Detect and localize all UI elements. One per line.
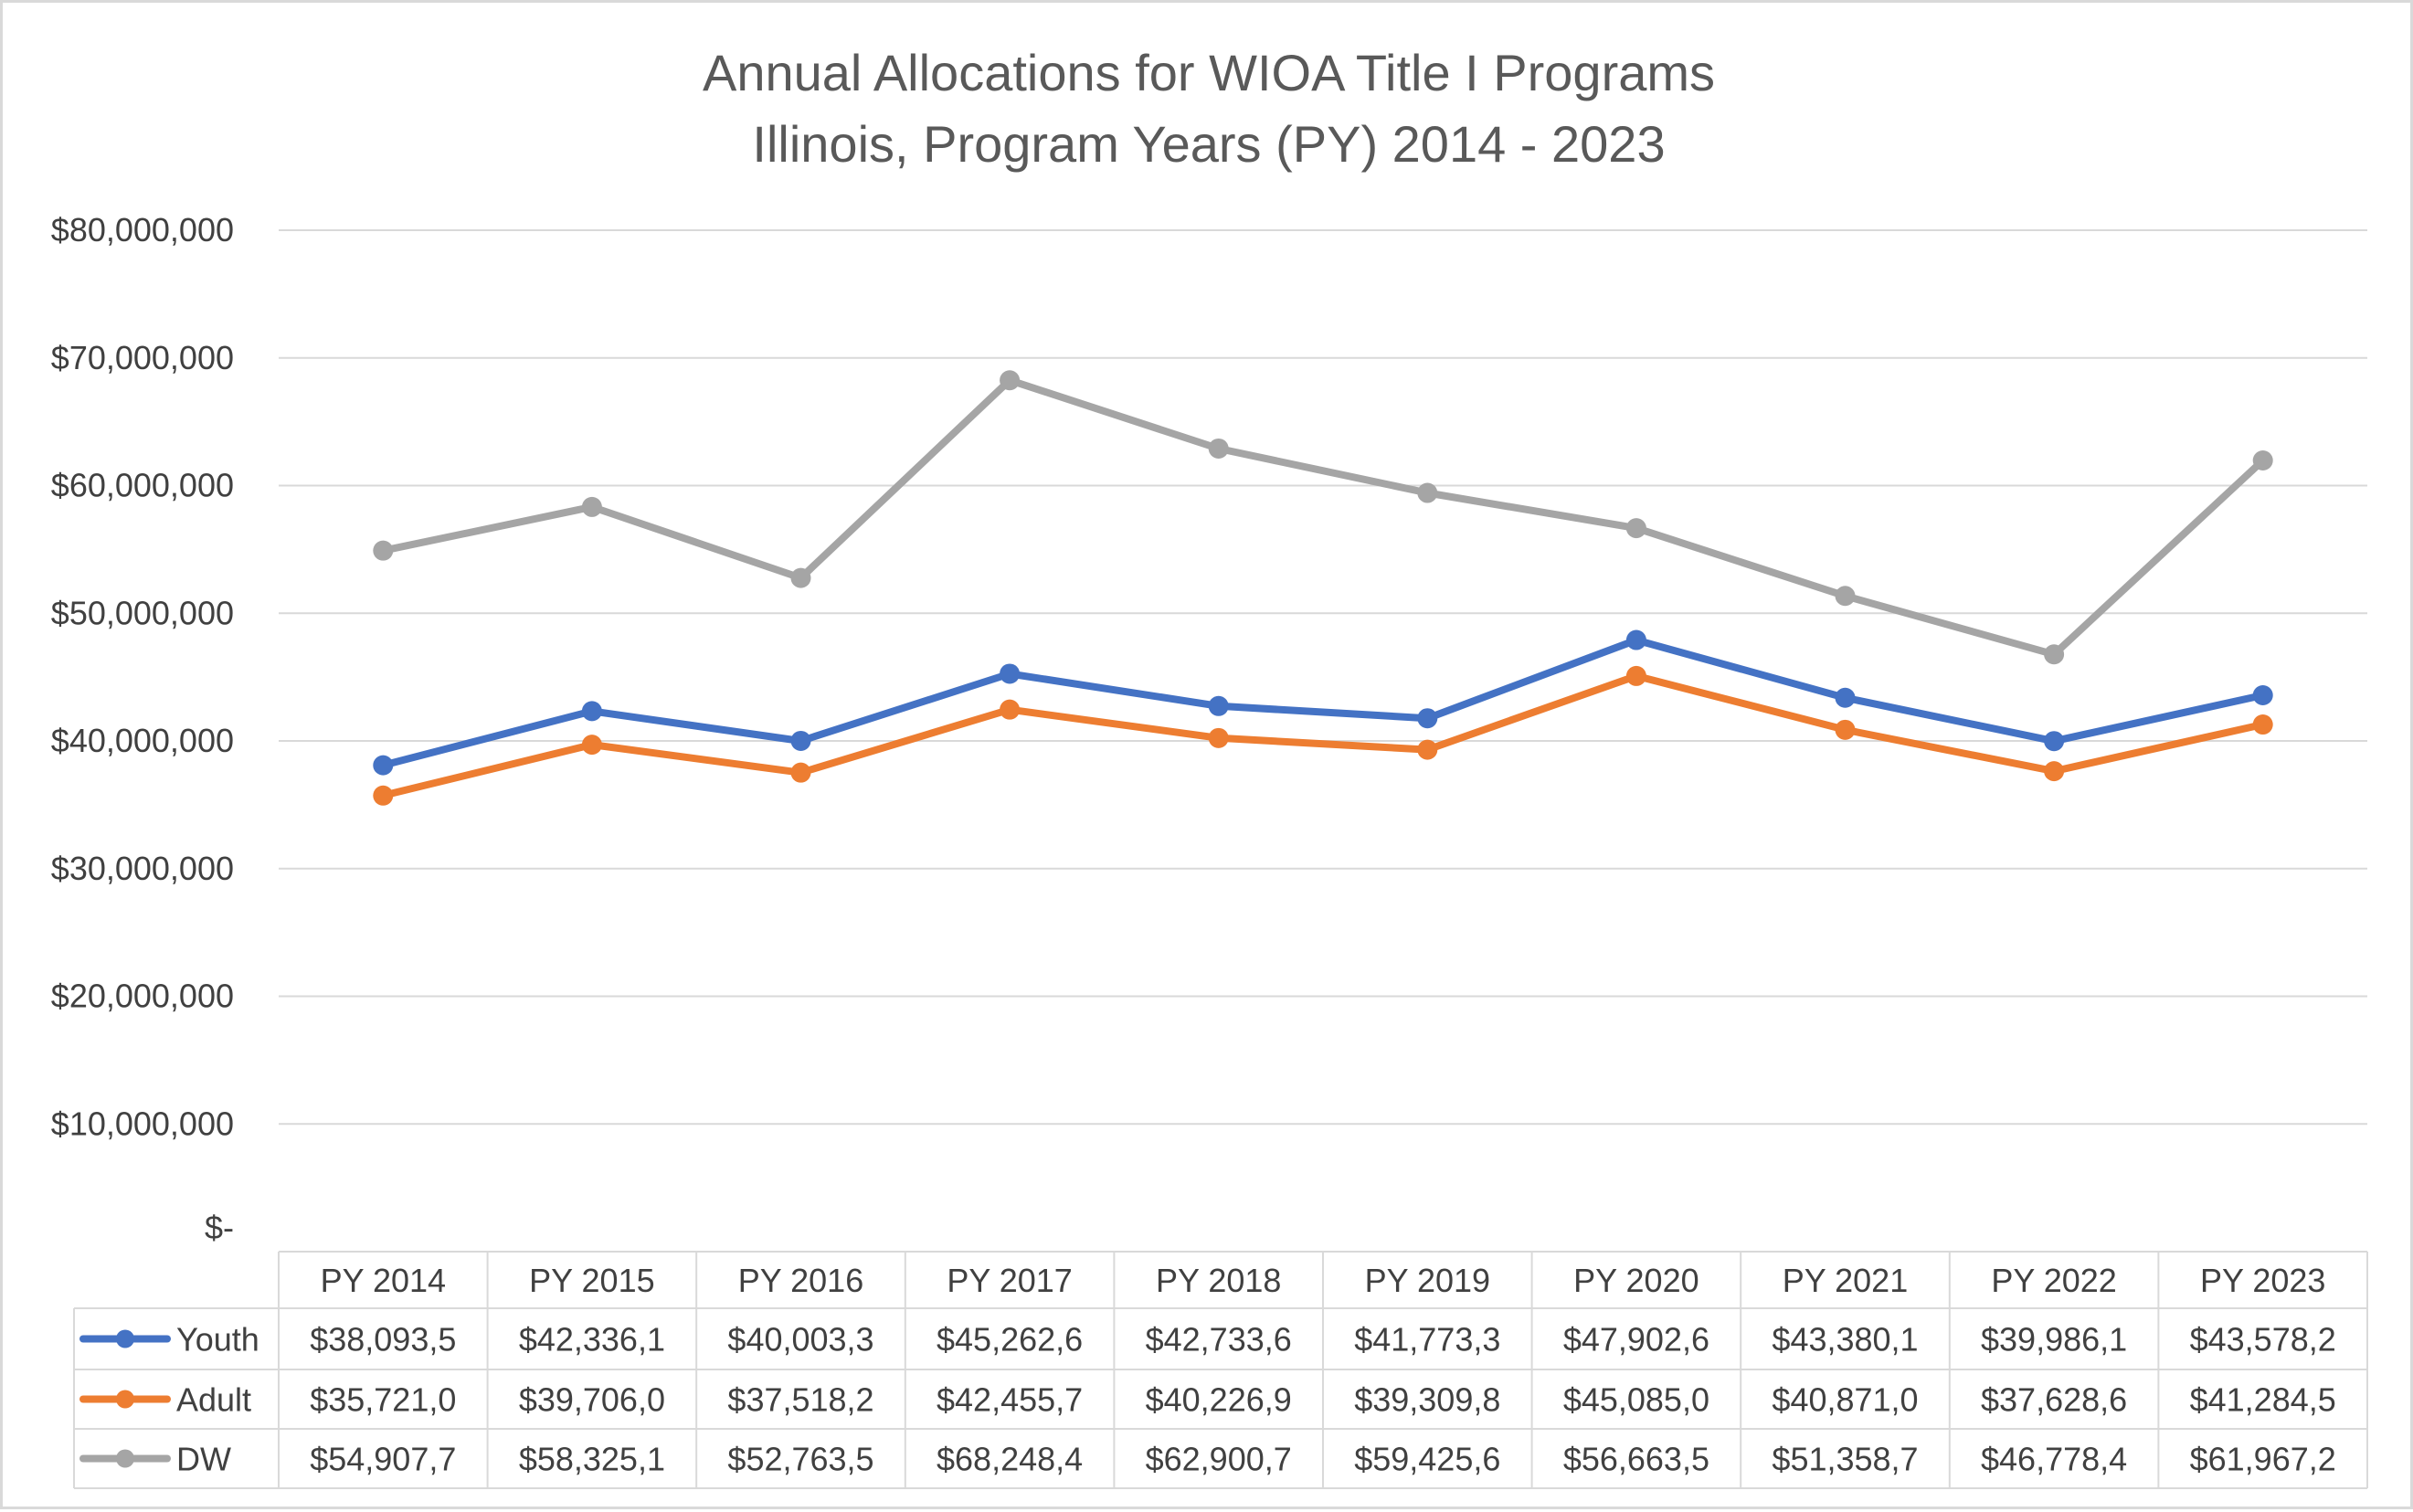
data-point-youth xyxy=(1625,629,1646,650)
table-cell: $39,706,0 xyxy=(519,1381,665,1419)
table-cell: $35,721,0 xyxy=(310,1381,456,1419)
table-cell: $45,262,6 xyxy=(937,1321,1083,1359)
x-category-label: PY 2016 xyxy=(738,1262,863,1299)
table-cell: $41,284,5 xyxy=(2190,1381,2336,1419)
table-cell: $37,518,2 xyxy=(727,1381,873,1419)
data-point-dw xyxy=(1208,438,1229,459)
table-cell: $46,778,4 xyxy=(1981,1441,2127,1478)
table-cell: $41,773,3 xyxy=(1354,1321,1500,1359)
table-cell: $45,085,0 xyxy=(1563,1381,1709,1419)
y-tick-label: $60,000,000 xyxy=(51,467,234,504)
data-point-youth xyxy=(790,730,811,751)
x-category-label: PY 2014 xyxy=(321,1262,446,1299)
data-point-adult xyxy=(1835,719,1856,740)
data-table xyxy=(73,1251,2368,1489)
legend-marker-adult xyxy=(116,1390,134,1409)
data-point-adult xyxy=(790,762,811,783)
data-point-dw xyxy=(2252,450,2273,471)
series-line-adult xyxy=(379,671,2267,799)
legend-label-youth: Youth xyxy=(176,1321,259,1359)
y-tick-label: $- xyxy=(205,1209,234,1246)
x-category-label: PY 2017 xyxy=(947,1262,1072,1299)
y-tick-label: $10,000,000 xyxy=(51,1105,234,1142)
data-point-youth xyxy=(1417,708,1438,729)
data-point-adult xyxy=(1208,727,1229,748)
series-lines xyxy=(373,370,2273,806)
data-point-youth xyxy=(373,755,394,776)
data-point-youth xyxy=(2044,731,2065,752)
data-point-adult xyxy=(373,785,394,806)
data-point-adult xyxy=(1417,739,1438,760)
data-point-dw xyxy=(790,567,811,588)
data-point-adult xyxy=(1000,699,1021,720)
legend-label-dw: DW xyxy=(176,1441,231,1478)
table-cell: $51,358,7 xyxy=(1772,1441,1918,1478)
data-point-dw xyxy=(373,540,394,561)
chart-subtitle: Illinois, Program Years (PY) 2014 - 2023 xyxy=(752,115,1665,173)
data-point-youth xyxy=(2252,684,2273,705)
table-cell: $54,907,7 xyxy=(310,1441,456,1478)
y-tick-label: $70,000,000 xyxy=(51,339,234,376)
table-cell: $68,248,4 xyxy=(937,1441,1083,1478)
data-point-adult xyxy=(2252,714,2273,735)
x-category-label: PY 2015 xyxy=(529,1262,654,1299)
y-tick-label: $40,000,000 xyxy=(51,722,234,759)
data-point-youth xyxy=(581,701,602,722)
data-point-dw xyxy=(1000,370,1021,391)
legend-marker-dw xyxy=(116,1449,134,1468)
table-cell: $59,425,6 xyxy=(1354,1441,1500,1478)
table-cell: $62,900,7 xyxy=(1146,1441,1292,1478)
data-point-adult xyxy=(581,735,602,756)
data-point-youth xyxy=(1208,695,1229,716)
data-point-youth xyxy=(1000,663,1021,684)
data-point-dw xyxy=(1835,586,1856,607)
table-cell: $56,663,5 xyxy=(1563,1441,1709,1478)
table-cell: $58,325,1 xyxy=(519,1441,665,1478)
table-cell: $42,336,1 xyxy=(519,1321,665,1359)
y-tick-label: $80,000,000 xyxy=(51,211,234,248)
data-point-adult xyxy=(1625,665,1646,686)
table-cell: $42,455,7 xyxy=(937,1381,1083,1419)
x-category-label: PY 2020 xyxy=(1573,1262,1699,1299)
y-tick-label: $30,000,000 xyxy=(51,850,234,887)
x-category-label: PY 2018 xyxy=(1156,1262,1281,1299)
data-point-dw xyxy=(581,496,602,517)
chart-title: Annual Allocations for WIOA Title I Prog… xyxy=(703,44,1715,101)
chart-canvas: Annual Allocations for WIOA Title I Prog… xyxy=(51,44,2368,1489)
table-cell: $43,578,2 xyxy=(2190,1321,2336,1359)
legend-marker-youth xyxy=(116,1329,134,1348)
legend-label-adult: Adult xyxy=(176,1381,251,1419)
y-tick-label: $50,000,000 xyxy=(51,594,234,631)
table-cell: $43,380,1 xyxy=(1772,1321,1918,1359)
x-category-label: PY 2021 xyxy=(1783,1262,1908,1299)
data-point-dw xyxy=(2044,644,2065,665)
data-point-dw xyxy=(1625,518,1646,539)
table-cell: $40,226,9 xyxy=(1146,1381,1292,1419)
table-cell: $42,733,6 xyxy=(1146,1321,1292,1359)
table-cell: $39,309,8 xyxy=(1354,1381,1500,1419)
table-cell: $52,763,5 xyxy=(727,1441,873,1478)
y-tick-label: $20,000,000 xyxy=(51,978,234,1015)
table-cell: $37,628,6 xyxy=(1981,1381,2127,1419)
table-cell: $40,871,0 xyxy=(1772,1381,1918,1419)
data-point-youth xyxy=(1835,687,1856,708)
table-cell: $61,967,2 xyxy=(2190,1441,2336,1478)
table-cell: $38,093,5 xyxy=(310,1321,456,1359)
x-category-label: PY 2023 xyxy=(2200,1262,2325,1299)
table-cell: $40,003,3 xyxy=(727,1321,873,1359)
table-cell: $47,902,6 xyxy=(1563,1321,1709,1359)
data-point-adult xyxy=(2044,761,2065,782)
x-category-label: PY 2019 xyxy=(1365,1262,1490,1299)
data-point-dw xyxy=(1417,482,1438,503)
text-labels: Annual Allocations for WIOA Title I Prog… xyxy=(51,44,2336,1478)
gridlines xyxy=(279,229,2367,1126)
table-cell: $39,986,1 xyxy=(1981,1321,2127,1359)
x-category-label: PY 2022 xyxy=(1991,1262,2116,1299)
series-line-youth xyxy=(379,636,2267,769)
series-line-dw xyxy=(379,376,2267,659)
